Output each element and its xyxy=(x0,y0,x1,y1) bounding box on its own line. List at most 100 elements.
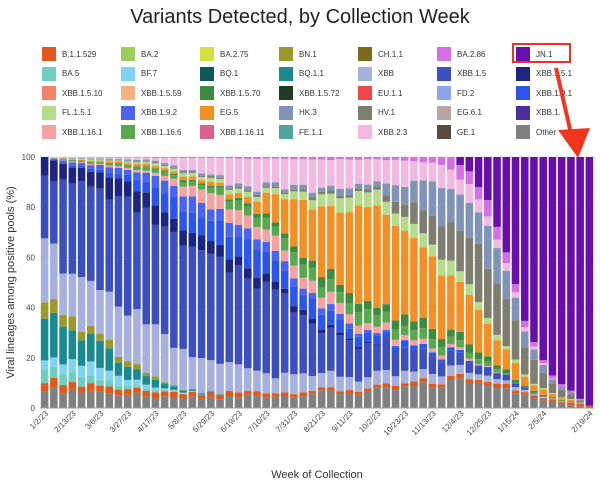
bar-segment[interactable] xyxy=(493,379,501,384)
bar-segment[interactable] xyxy=(280,372,289,393)
bar-segment[interactable] xyxy=(170,231,178,348)
bar-segment[interactable] xyxy=(133,157,141,160)
bar-segment[interactable] xyxy=(96,159,104,161)
bar-segment[interactable] xyxy=(567,401,575,402)
bar-segment[interactable] xyxy=(77,276,86,332)
bar-segment[interactable] xyxy=(50,181,58,244)
bar-segment[interactable] xyxy=(345,314,354,324)
bar-segment[interactable] xyxy=(400,314,409,327)
bar-segment[interactable] xyxy=(567,390,575,393)
bar-segment[interactable] xyxy=(105,162,114,164)
bar-segment[interactable] xyxy=(197,398,206,408)
bar-segment[interactable] xyxy=(539,398,548,401)
bar-segment[interactable] xyxy=(151,205,160,225)
bar-segment[interactable] xyxy=(262,393,271,398)
bar-segment[interactable] xyxy=(188,212,197,233)
bar-segment[interactable] xyxy=(373,157,381,160)
bar-segment[interactable] xyxy=(354,312,363,326)
bar-segment[interactable] xyxy=(400,347,409,371)
bar-segment[interactable] xyxy=(474,364,483,366)
bar-segment[interactable] xyxy=(280,233,289,239)
bar-segment[interactable] xyxy=(271,188,280,195)
bar-segment[interactable] xyxy=(179,186,187,197)
bar-segment[interactable] xyxy=(151,165,160,169)
bar-segment[interactable] xyxy=(170,175,178,179)
bar-segment[interactable] xyxy=(576,406,584,408)
bar-segment[interactable] xyxy=(428,215,437,245)
bar-segment[interactable] xyxy=(548,398,557,400)
bar-segment[interactable] xyxy=(68,316,77,331)
bar-segment[interactable] xyxy=(142,372,150,377)
bar-segment[interactable] xyxy=(530,392,538,394)
bar-segment[interactable] xyxy=(188,196,197,213)
bar-segment[interactable] xyxy=(511,393,520,408)
bar-segment[interactable] xyxy=(336,188,344,196)
bar-segment[interactable] xyxy=(447,157,455,170)
bar-segment[interactable] xyxy=(511,320,520,360)
bar-segment[interactable] xyxy=(142,157,150,160)
bar-segment[interactable] xyxy=(567,402,575,406)
bar-segment[interactable] xyxy=(142,390,150,397)
bar-segment[interactable] xyxy=(142,161,150,164)
bar-segment[interactable] xyxy=(96,172,104,189)
bar-segment[interactable] xyxy=(474,243,483,302)
bar-segment[interactable] xyxy=(77,161,86,163)
bar-segment[interactable] xyxy=(234,256,243,266)
bar-segment[interactable] xyxy=(179,176,187,181)
bar-segment[interactable] xyxy=(123,385,132,390)
bar-segment[interactable] xyxy=(188,390,197,392)
bar-segment[interactable] xyxy=(234,183,243,187)
bar-segment[interactable] xyxy=(447,379,455,408)
bar-segment[interactable] xyxy=(290,246,298,253)
bar-segment[interactable] xyxy=(179,182,187,187)
bar-segment[interactable] xyxy=(354,394,363,408)
bar-segment[interactable] xyxy=(243,186,252,191)
bar-segment[interactable] xyxy=(68,160,77,162)
legend-item[interactable]: BQ.1.1 xyxy=(279,66,324,81)
bar-segment[interactable] xyxy=(308,157,317,160)
bar-segment[interactable] xyxy=(382,322,391,330)
bar-segment[interactable] xyxy=(77,340,86,366)
bar-segment[interactable] xyxy=(271,226,280,236)
bar-segment[interactable] xyxy=(290,157,298,160)
bar-segment[interactable] xyxy=(96,367,104,380)
legend-item[interactable]: BF.7 xyxy=(121,66,157,81)
bar-segment[interactable] xyxy=(133,179,141,192)
bar-segment[interactable] xyxy=(299,184,307,190)
legend-item[interactable]: XBB.1.5.10 xyxy=(42,86,102,100)
bar-segment[interactable] xyxy=(419,317,427,329)
bar-segment[interactable] xyxy=(539,394,548,397)
bar-segment[interactable] xyxy=(216,179,224,183)
bar-segment[interactable] xyxy=(428,356,437,375)
bar-segment[interactable] xyxy=(493,239,501,249)
bar-segment[interactable] xyxy=(50,377,58,388)
bar-segment[interactable] xyxy=(151,168,160,170)
bar-segment[interactable] xyxy=(225,396,234,408)
bar-segment[interactable] xyxy=(336,313,344,320)
bar-segment[interactable] xyxy=(354,381,363,392)
bar-segment[interactable] xyxy=(234,158,243,184)
bar-segment[interactable] xyxy=(456,378,464,408)
bar-segment[interactable] xyxy=(253,370,261,392)
bar-segment[interactable] xyxy=(77,181,86,277)
bar-segment[interactable] xyxy=(133,191,141,213)
bar-segment[interactable] xyxy=(363,329,372,333)
bar-segment[interactable] xyxy=(105,161,114,163)
bar-segment[interactable] xyxy=(327,190,335,194)
legend-item[interactable]: Other xyxy=(516,125,556,139)
bar-segment[interactable] xyxy=(96,385,104,392)
bar-segment[interactable] xyxy=(114,178,123,196)
legend-item[interactable]: EG.5 xyxy=(200,105,238,120)
bar-segment[interactable] xyxy=(410,180,418,203)
bar-segment[interactable] xyxy=(345,212,354,293)
bar-segment[interactable] xyxy=(290,312,298,375)
bar-segment[interactable] xyxy=(419,180,427,211)
bar-segment[interactable] xyxy=(382,195,391,202)
legend-item[interactable]: XBB.1.5 xyxy=(437,66,486,81)
bar-segment[interactable] xyxy=(308,292,317,300)
bar-segment[interactable] xyxy=(382,387,391,408)
bar-segment[interactable] xyxy=(160,163,169,165)
bar-segment[interactable] xyxy=(234,192,243,198)
bar-segment[interactable] xyxy=(197,157,206,158)
legend-item[interactable]: XBB.2.3 xyxy=(358,125,407,139)
